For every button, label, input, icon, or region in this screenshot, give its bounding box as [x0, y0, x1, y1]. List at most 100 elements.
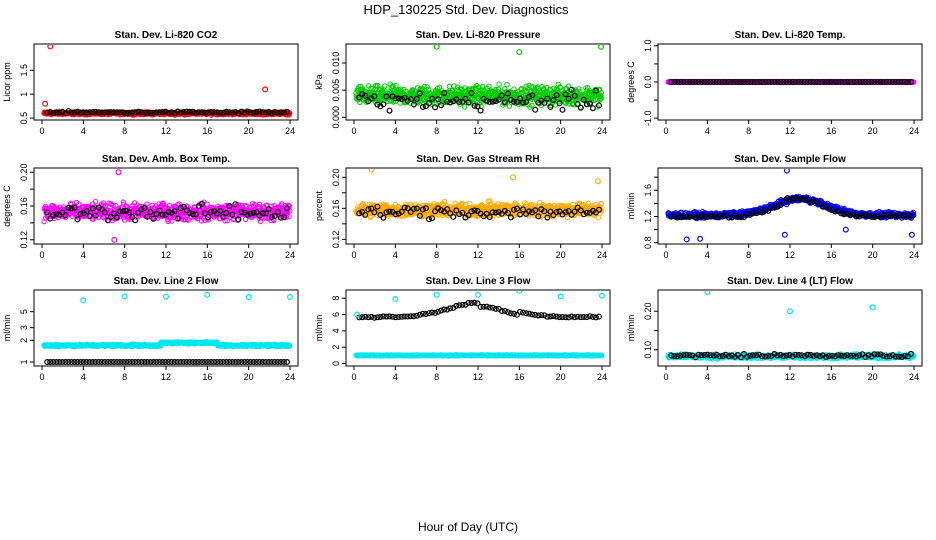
point	[238, 209, 245, 216]
outlier-point	[368, 169, 375, 173]
point	[868, 213, 875, 220]
point	[238, 108, 245, 115]
point	[598, 201, 604, 207]
point	[465, 212, 472, 219]
point	[189, 108, 196, 115]
point	[56, 109, 63, 116]
point	[838, 78, 845, 85]
point	[150, 215, 157, 222]
point	[756, 78, 763, 85]
x-tick-label: 8	[122, 250, 127, 260]
y-tick-label: 0.005	[331, 79, 341, 102]
point	[865, 78, 872, 85]
point	[599, 95, 605, 101]
point	[208, 108, 215, 115]
point	[365, 98, 372, 105]
point	[50, 212, 57, 219]
point	[526, 208, 533, 215]
point	[174, 215, 181, 222]
point	[244, 211, 251, 218]
plot-frame	[33, 289, 299, 367]
outlier-point	[842, 226, 849, 233]
point	[895, 78, 902, 85]
point	[104, 217, 111, 224]
point	[571, 92, 578, 99]
panel-title: Stan. Dev. Line 2 Flow	[114, 276, 219, 287]
point	[459, 209, 466, 216]
point	[874, 213, 881, 220]
panel-title: Stan. Dev. Li-820 Pressure	[416, 30, 541, 41]
point	[416, 90, 423, 97]
point	[556, 100, 563, 107]
point	[65, 108, 72, 115]
point	[911, 79, 917, 85]
point	[450, 213, 457, 220]
point	[226, 203, 233, 210]
point	[368, 205, 375, 212]
point	[265, 108, 272, 115]
point	[62, 212, 69, 219]
point	[871, 78, 878, 85]
x-tick-label: 8	[434, 126, 439, 136]
x-tick-label: 12	[785, 250, 795, 260]
y-tick-label: 0.12	[19, 231, 29, 249]
point	[556, 203, 562, 209]
point	[199, 200, 206, 207]
point	[832, 78, 839, 85]
point	[280, 109, 287, 116]
point	[235, 110, 242, 117]
data-points	[665, 169, 917, 243]
point	[189, 211, 196, 218]
point	[532, 106, 539, 113]
point	[422, 103, 429, 110]
point	[223, 108, 230, 115]
point	[892, 78, 899, 85]
point	[186, 210, 193, 217]
figure-title: HDP_130225 Std. Dev. Diagnostics	[364, 2, 569, 17]
y-axis-label: percent	[314, 190, 324, 221]
point	[147, 109, 154, 116]
point	[498, 92, 505, 99]
point	[390, 83, 396, 89]
outlier-point	[908, 231, 915, 238]
point	[692, 78, 699, 85]
y-axis-label: ml/min	[626, 193, 636, 220]
point	[126, 109, 133, 116]
point	[547, 103, 554, 110]
point	[426, 216, 433, 223]
point	[492, 209, 499, 216]
point	[205, 109, 212, 116]
y-tick-label: 0.20	[19, 163, 29, 181]
figure-x-axis-label: Hour of Day (UTC)	[418, 520, 518, 534]
x-tick-label: 4	[705, 126, 710, 136]
point	[395, 95, 402, 102]
point	[429, 215, 436, 222]
point	[110, 210, 117, 217]
y-tick-label: 1	[19, 92, 29, 97]
point	[404, 205, 411, 212]
outlier-point	[516, 49, 523, 56]
point	[486, 83, 492, 90]
x-tick-label: 16	[826, 250, 836, 260]
point	[856, 78, 863, 85]
point	[65, 204, 72, 211]
outlier-point	[598, 45, 604, 50]
point	[677, 213, 684, 220]
point	[68, 109, 75, 116]
point	[859, 78, 866, 85]
point	[725, 214, 732, 221]
point	[731, 78, 738, 85]
y-tick-label: 1.0	[643, 40, 653, 53]
point	[704, 78, 711, 85]
point	[419, 206, 426, 213]
y-tick-label: 0.5	[19, 112, 29, 125]
point	[262, 109, 269, 116]
y-tick-label: 1.2	[643, 210, 653, 223]
point	[262, 210, 269, 217]
point	[701, 78, 708, 85]
point	[502, 86, 508, 92]
point	[671, 213, 678, 220]
point	[192, 109, 199, 116]
